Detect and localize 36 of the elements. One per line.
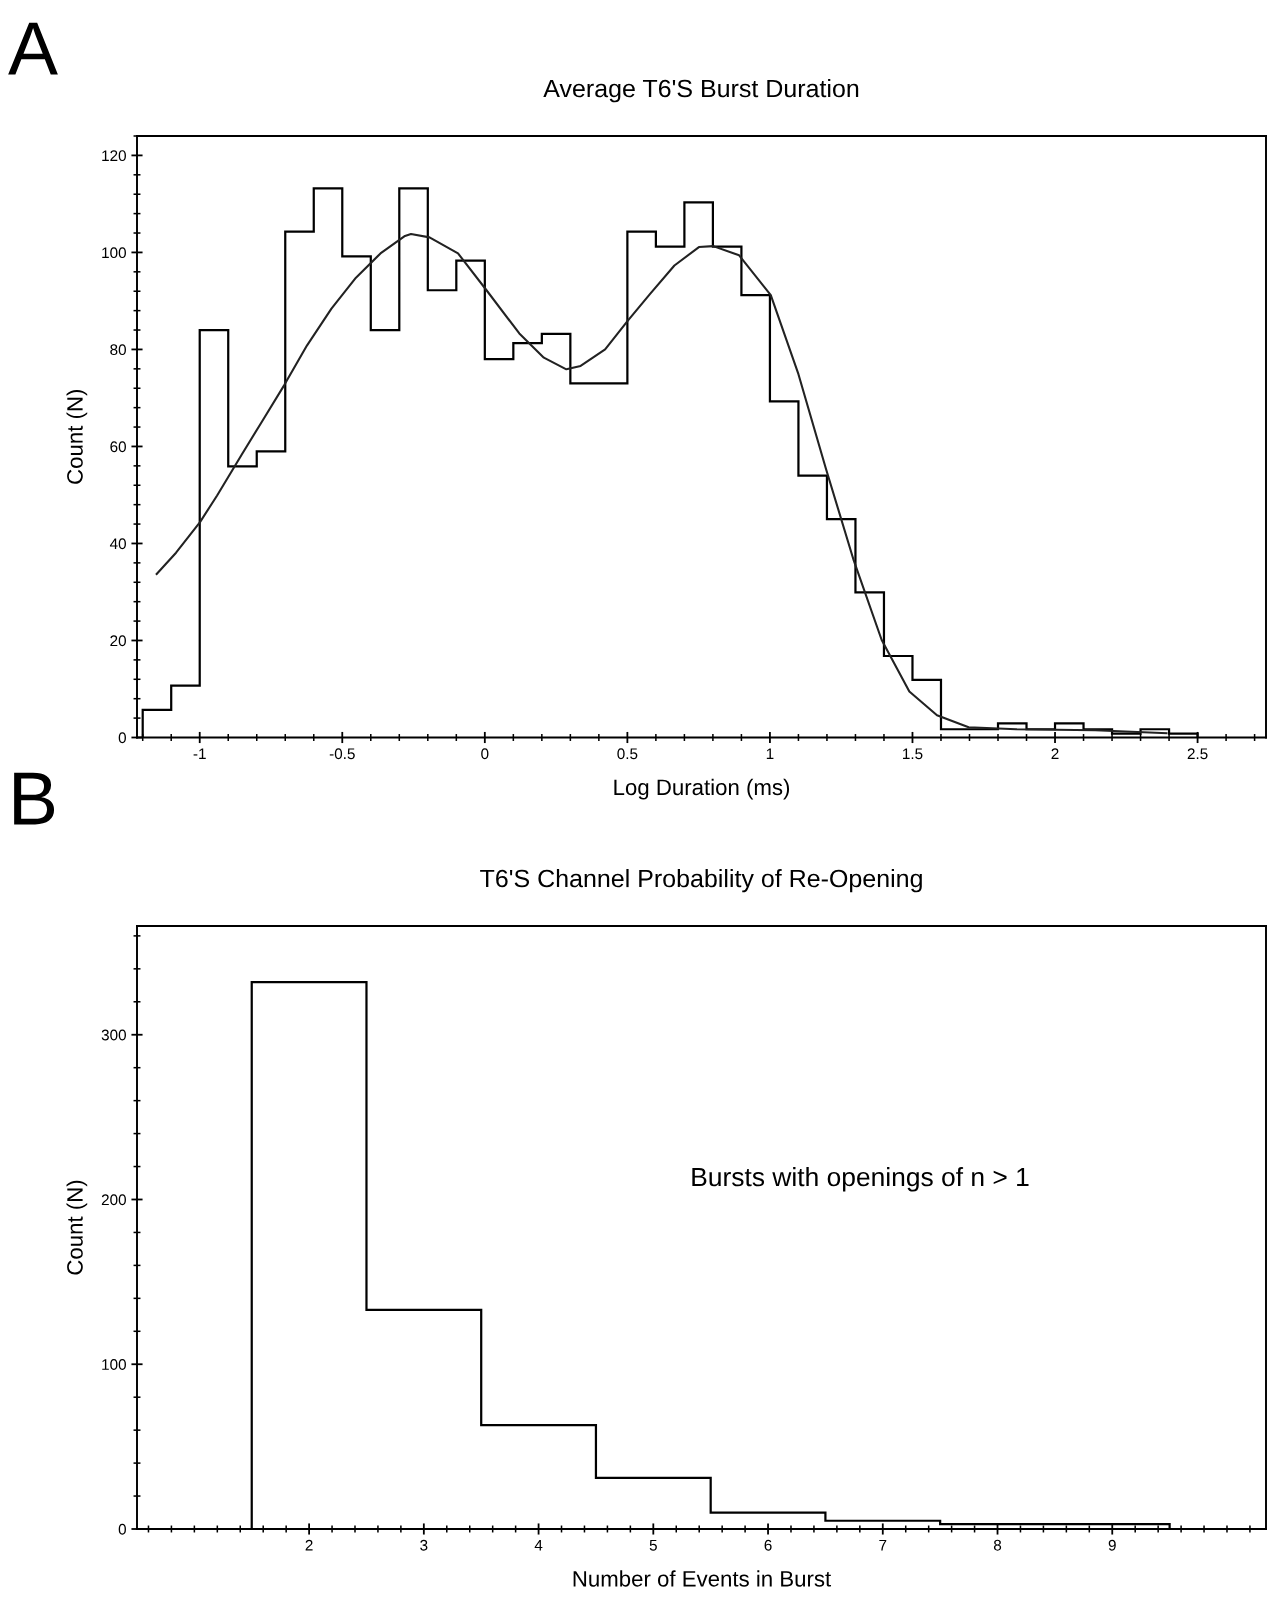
x-tick-label: -1: [193, 748, 206, 759]
y-tick-label: 60: [110, 441, 126, 453]
y-tick-label: 120: [102, 150, 126, 162]
y-axis-title: Count (N): [66, 1180, 88, 1275]
x-tick-label: 0: [481, 748, 489, 760]
text: A: [8, 22, 58, 75]
text: B: [14, 772, 55, 825]
x-tick-label: 2: [1051, 748, 1059, 759]
y-tick-label: 40: [109, 538, 126, 550]
x-tick-label: 1: [766, 748, 774, 759]
y-axis-title: Count (N): [66, 389, 88, 484]
annotation: Bursts with openings of n > 1: [692, 1166, 1029, 1192]
y-tick-label: 300: [101, 1029, 126, 1041]
y-tick-label: 100: [102, 247, 126, 259]
chart-title: Average T6'S Burst Duration: [543, 78, 859, 103]
x-tick-label: 7: [879, 1539, 887, 1551]
x-tick-label: 8: [993, 1539, 1002, 1551]
chart-title: T6'S Channel Probability of Re-Opening: [480, 868, 922, 893]
x-tick-label: 6: [764, 1539, 772, 1551]
x-tick-label: 3: [420, 1539, 428, 1551]
x-tick-label: 5: [649, 1539, 657, 1551]
x-tick-label: 2: [305, 1539, 313, 1551]
x-tick-label: 9: [1108, 1539, 1116, 1551]
x-tick-label: -0.5: [329, 748, 355, 760]
y-tick-label: 0: [118, 732, 126, 744]
y-tick-label: 0: [118, 1523, 126, 1535]
x-axis-title: Log Duration (ms): [614, 778, 790, 800]
y-tick-label: 200: [101, 1194, 126, 1206]
y-tick-label: 80: [110, 344, 126, 356]
x-axis-title: Number of Events in Burst: [573, 1570, 832, 1587]
x-tick-label: 1.5: [903, 748, 923, 760]
y-tick-label: 20: [110, 635, 126, 647]
x-tick-label: 2.5: [1187, 748, 1208, 760]
x-tick-label: 4: [534, 1539, 543, 1551]
x-tick-label: 0.5: [617, 748, 638, 760]
y-tick-label: 100: [102, 1359, 126, 1370]
